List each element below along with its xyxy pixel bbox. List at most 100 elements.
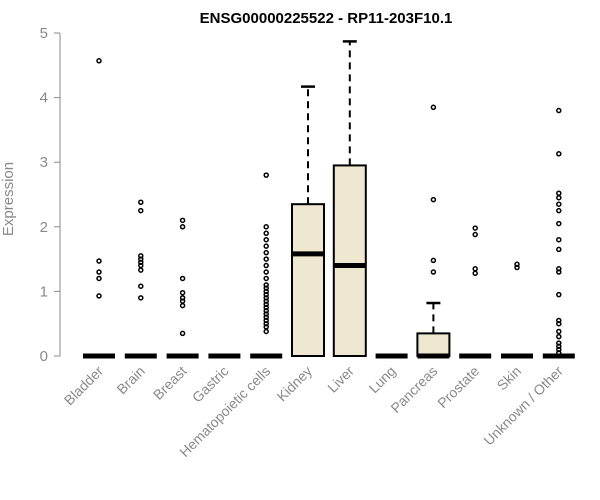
box-group xyxy=(501,261,533,359)
box-group xyxy=(542,107,575,359)
x-tick-label: Kidney xyxy=(274,363,316,405)
outlier-point xyxy=(556,343,562,350)
outlier-point xyxy=(556,269,562,275)
y-axis-ticks: 0 1 2 3 4 5 xyxy=(40,25,60,365)
outlier-point xyxy=(263,236,269,243)
outlier-point xyxy=(179,217,186,224)
y-axis-label: Expression xyxy=(0,162,17,236)
outlier-point xyxy=(263,308,269,314)
outlier-point xyxy=(96,258,102,264)
outlier-point xyxy=(138,259,144,266)
x-tick-label: Unknown / Other xyxy=(480,363,566,449)
outlier-point xyxy=(96,269,102,275)
outlier-point xyxy=(179,330,186,337)
outlier-point xyxy=(263,256,269,262)
box-group xyxy=(124,199,157,359)
outlier-point xyxy=(263,328,269,335)
chart-title: ENSG00000225522 - RP11-203F10.1 xyxy=(200,10,453,27)
outlier-point xyxy=(263,243,269,249)
x-tick-label: Prostate xyxy=(434,363,482,411)
outlier-point xyxy=(263,275,269,282)
outlier-point xyxy=(263,285,269,291)
outlier-point xyxy=(556,266,562,272)
outlier-point xyxy=(556,333,562,340)
outlier-point xyxy=(263,311,269,317)
outlier-point xyxy=(179,298,186,304)
outlier-point xyxy=(556,201,562,207)
x-tick-label: Bladder xyxy=(61,363,107,409)
outlier-point xyxy=(263,298,269,304)
outlier-point xyxy=(556,346,562,353)
outlier-point xyxy=(179,289,186,296)
outlier-point xyxy=(263,320,269,327)
outlier-point xyxy=(556,317,562,324)
box-group xyxy=(291,85,325,357)
outlier-point xyxy=(556,340,562,346)
x-tick-label: Skin xyxy=(494,363,525,394)
outlier-point xyxy=(263,291,269,298)
outlier-point xyxy=(556,220,562,227)
outlier-point xyxy=(430,196,437,203)
outlier-point xyxy=(263,304,269,311)
outlier-point xyxy=(263,224,269,230)
boxplot-series xyxy=(83,40,575,359)
outlier-point xyxy=(472,266,478,272)
outlier-point xyxy=(263,317,269,324)
outlier-point xyxy=(556,190,562,196)
outlier-point xyxy=(179,302,186,309)
x-tick-label: Liver xyxy=(324,363,357,396)
outlier-point xyxy=(430,257,437,264)
x-tick-label: Breast xyxy=(150,363,190,403)
box-group xyxy=(332,40,367,357)
outlier-point xyxy=(138,256,144,262)
outlier-point xyxy=(96,293,102,299)
outlier-point xyxy=(138,267,144,273)
outlier-point xyxy=(96,275,102,282)
outlier-point xyxy=(263,172,269,178)
outlier-point xyxy=(556,328,562,335)
outlier-point xyxy=(556,236,562,243)
outlier-point xyxy=(263,249,269,256)
outlier-point xyxy=(263,295,269,301)
outlier-point xyxy=(179,295,186,301)
box-group xyxy=(250,172,283,359)
outlier-point xyxy=(263,230,269,237)
outlier-point xyxy=(263,269,269,275)
box-group xyxy=(416,104,451,359)
outlier-point xyxy=(138,253,144,259)
outlier-point xyxy=(263,262,269,269)
outlier-point xyxy=(263,282,269,288)
outlier-point xyxy=(514,264,520,271)
outlier-point xyxy=(556,320,562,327)
outlier-point xyxy=(263,314,269,320)
outlier-point xyxy=(472,225,478,231)
outlier-point xyxy=(138,262,144,269)
outlier-point xyxy=(179,224,186,230)
outlier-point xyxy=(179,275,186,282)
y-tick-label: 1 xyxy=(40,283,48,300)
y-tick-label: 4 xyxy=(40,90,48,107)
outlier-point xyxy=(514,261,520,268)
box-iqr xyxy=(416,332,451,358)
y-tick-label: 0 xyxy=(40,348,48,365)
outlier-point xyxy=(556,350,562,356)
outlier-point xyxy=(430,269,437,275)
outlier-point xyxy=(430,104,437,111)
outlier-point xyxy=(138,199,144,206)
y-tick-label: 3 xyxy=(40,154,48,171)
outlier-point xyxy=(263,324,269,330)
outlier-point xyxy=(556,207,562,214)
outlier-point xyxy=(263,301,269,308)
y-tick-label: 2 xyxy=(40,219,48,236)
box-iqr xyxy=(332,164,367,357)
outlier-point xyxy=(556,291,562,298)
outlier-point xyxy=(556,194,562,201)
outlier-point xyxy=(556,246,562,253)
outlier-point xyxy=(263,288,269,295)
box-group xyxy=(83,58,115,359)
outlier-point xyxy=(556,151,562,157)
box-iqr xyxy=(291,203,325,357)
outlier-point xyxy=(96,58,102,64)
x-tick-label: Lung xyxy=(365,363,398,396)
